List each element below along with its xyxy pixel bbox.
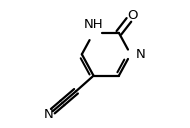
- Text: N: N: [44, 108, 54, 121]
- Text: O: O: [127, 9, 138, 22]
- Text: NH: NH: [84, 18, 103, 31]
- Text: N: N: [135, 48, 145, 61]
